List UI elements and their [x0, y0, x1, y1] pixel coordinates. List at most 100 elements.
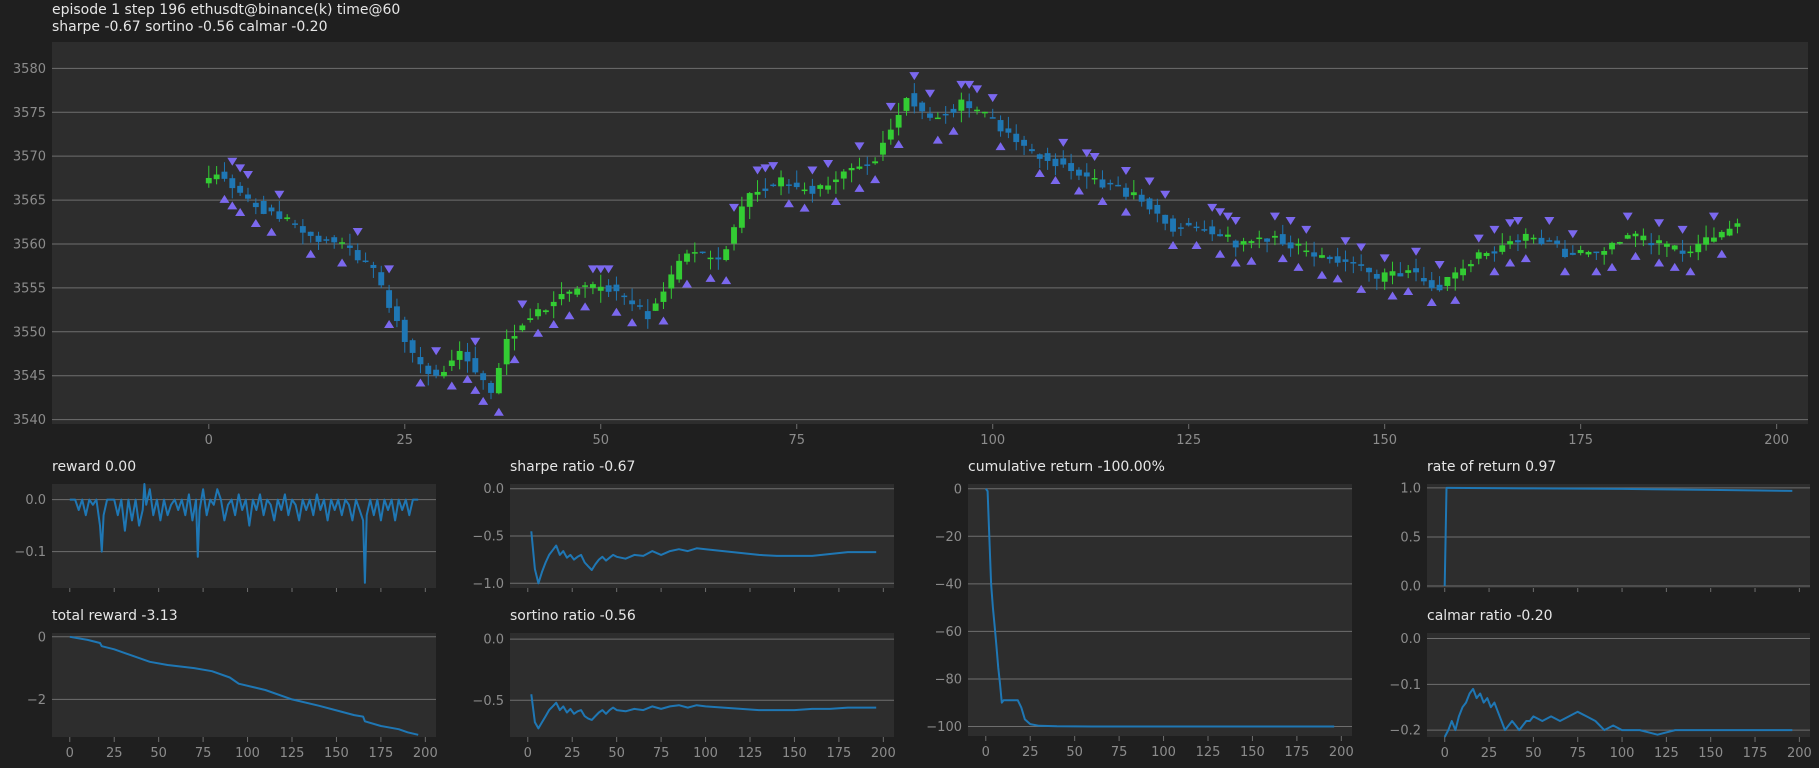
- candle-body: [252, 202, 259, 208]
- sortino-plot-area: [510, 633, 894, 737]
- candle-body: [1397, 273, 1404, 277]
- candle-body: [354, 250, 361, 261]
- calmar-ytick-label: −0.2: [1389, 724, 1421, 739]
- buy-marker: [1654, 258, 1665, 267]
- sharpe-series-line: [530, 531, 877, 585]
- total-reward-chart: 0 −2 0 25 50 75 100 125 150 175 200: [27, 631, 438, 761]
- candle-body: [276, 211, 283, 219]
- sell-marker: [823, 159, 834, 168]
- candle-body: [1585, 251, 1592, 255]
- buy-marker: [1215, 249, 1226, 258]
- candle-body: [1554, 240, 1561, 244]
- cumret-ytick-label: −100: [926, 720, 962, 735]
- candle-body: [825, 185, 832, 190]
- sortino-xtick-label: 100: [693, 746, 718, 761]
- candle-body: [738, 206, 745, 228]
- candle-body: [331, 237, 338, 243]
- sell-marker: [1230, 217, 1241, 226]
- candle-body: [1491, 251, 1498, 254]
- candle-body: [393, 306, 400, 322]
- sortino-xtick-label: 125: [738, 746, 763, 761]
- main-ytick-label: 3575: [13, 106, 46, 121]
- buy-marker: [870, 175, 881, 184]
- candle-body: [793, 182, 800, 188]
- cumret-ytick-label: −40: [935, 577, 962, 592]
- total-xtick-label: 200: [413, 746, 438, 761]
- candle-body: [1460, 268, 1467, 276]
- main-ytick-label: 3565: [13, 194, 46, 209]
- candle-body: [488, 382, 494, 393]
- buy-marker: [1120, 207, 1131, 216]
- sharpe-title: sharpe ratio -0.67: [510, 459, 636, 475]
- buy-marker: [681, 279, 692, 288]
- sell-marker: [885, 102, 896, 111]
- candle-body: [605, 285, 612, 292]
- candle-body: [550, 301, 557, 307]
- sell-marker: [1505, 219, 1516, 228]
- candle-body: [1334, 256, 1341, 263]
- reward-series-line: [69, 483, 419, 584]
- buy-marker: [533, 328, 544, 337]
- rate-of-return-chart: 1.0 0.5 0.0: [1400, 482, 1810, 592]
- total-xtick-label: 25: [106, 746, 123, 761]
- candle-body: [362, 260, 369, 263]
- buy-marker: [1332, 274, 1343, 283]
- cumret-xtick-label: 75: [1111, 745, 1128, 760]
- candle-body: [1538, 237, 1545, 245]
- buy-marker: [1685, 267, 1696, 276]
- candle-body: [1154, 204, 1161, 214]
- sell-marker: [1411, 247, 1422, 256]
- sell-marker: [768, 162, 779, 171]
- candle-body: [1076, 169, 1082, 176]
- candle-body: [1381, 272, 1388, 282]
- candle-body: [323, 239, 330, 241]
- candle-body: [989, 117, 996, 119]
- candle-body: [1703, 237, 1710, 245]
- calmar-xtick-label: 125: [1654, 746, 1679, 761]
- candle-body: [495, 367, 502, 394]
- candle-body: [582, 285, 589, 287]
- candle-body: [1099, 179, 1106, 188]
- candle-body: [1499, 245, 1506, 252]
- candle-body: [1319, 255, 1325, 258]
- candle-body: [213, 174, 220, 180]
- buy-marker: [721, 276, 732, 285]
- buy-marker: [1246, 256, 1257, 265]
- candle-body: [848, 167, 855, 171]
- calmar-xtick-label: 100: [1610, 746, 1635, 761]
- candle-body: [1515, 240, 1521, 243]
- candle-body: [958, 99, 965, 111]
- buy-marker: [1669, 262, 1680, 271]
- candle-body: [911, 93, 918, 107]
- candle-body: [1522, 233, 1529, 241]
- candle-body: [566, 291, 573, 294]
- total-xtick-label: 100: [235, 746, 260, 761]
- ror-ytick-label: 0.0: [1400, 580, 1421, 592]
- candle-body: [801, 189, 808, 192]
- candle-body: [339, 242, 345, 244]
- candle-body: [629, 300, 636, 305]
- candle-body: [746, 193, 753, 207]
- candle-body: [1593, 251, 1600, 254]
- candle-body: [981, 111, 988, 114]
- candle-body: [292, 223, 298, 225]
- candle-body: [966, 101, 973, 109]
- calmar-title: calmar ratio -0.20: [1427, 608, 1553, 624]
- candle-body: [1530, 237, 1537, 240]
- candle-body: [284, 217, 291, 220]
- sharpe-ytick-label: −1.0: [472, 577, 504, 592]
- sell-marker: [227, 157, 238, 166]
- sortino-xtick-label: 175: [826, 746, 851, 761]
- cumulative-return-title: cumulative return -100.00%: [968, 459, 1165, 475]
- candle-body: [1624, 235, 1631, 239]
- header: episode 1 step 196 ethusdt@binance(k) ti…: [52, 2, 400, 36]
- buy-marker: [705, 273, 716, 282]
- main-ytick-label: 3560: [13, 237, 46, 252]
- candle-body: [1671, 245, 1678, 250]
- candle-body: [1577, 250, 1584, 254]
- candle-body: [832, 179, 839, 183]
- candle-body: [1036, 154, 1043, 159]
- candle-body: [1232, 240, 1239, 248]
- candle-body: [1271, 235, 1278, 238]
- candle-body: [1609, 242, 1615, 250]
